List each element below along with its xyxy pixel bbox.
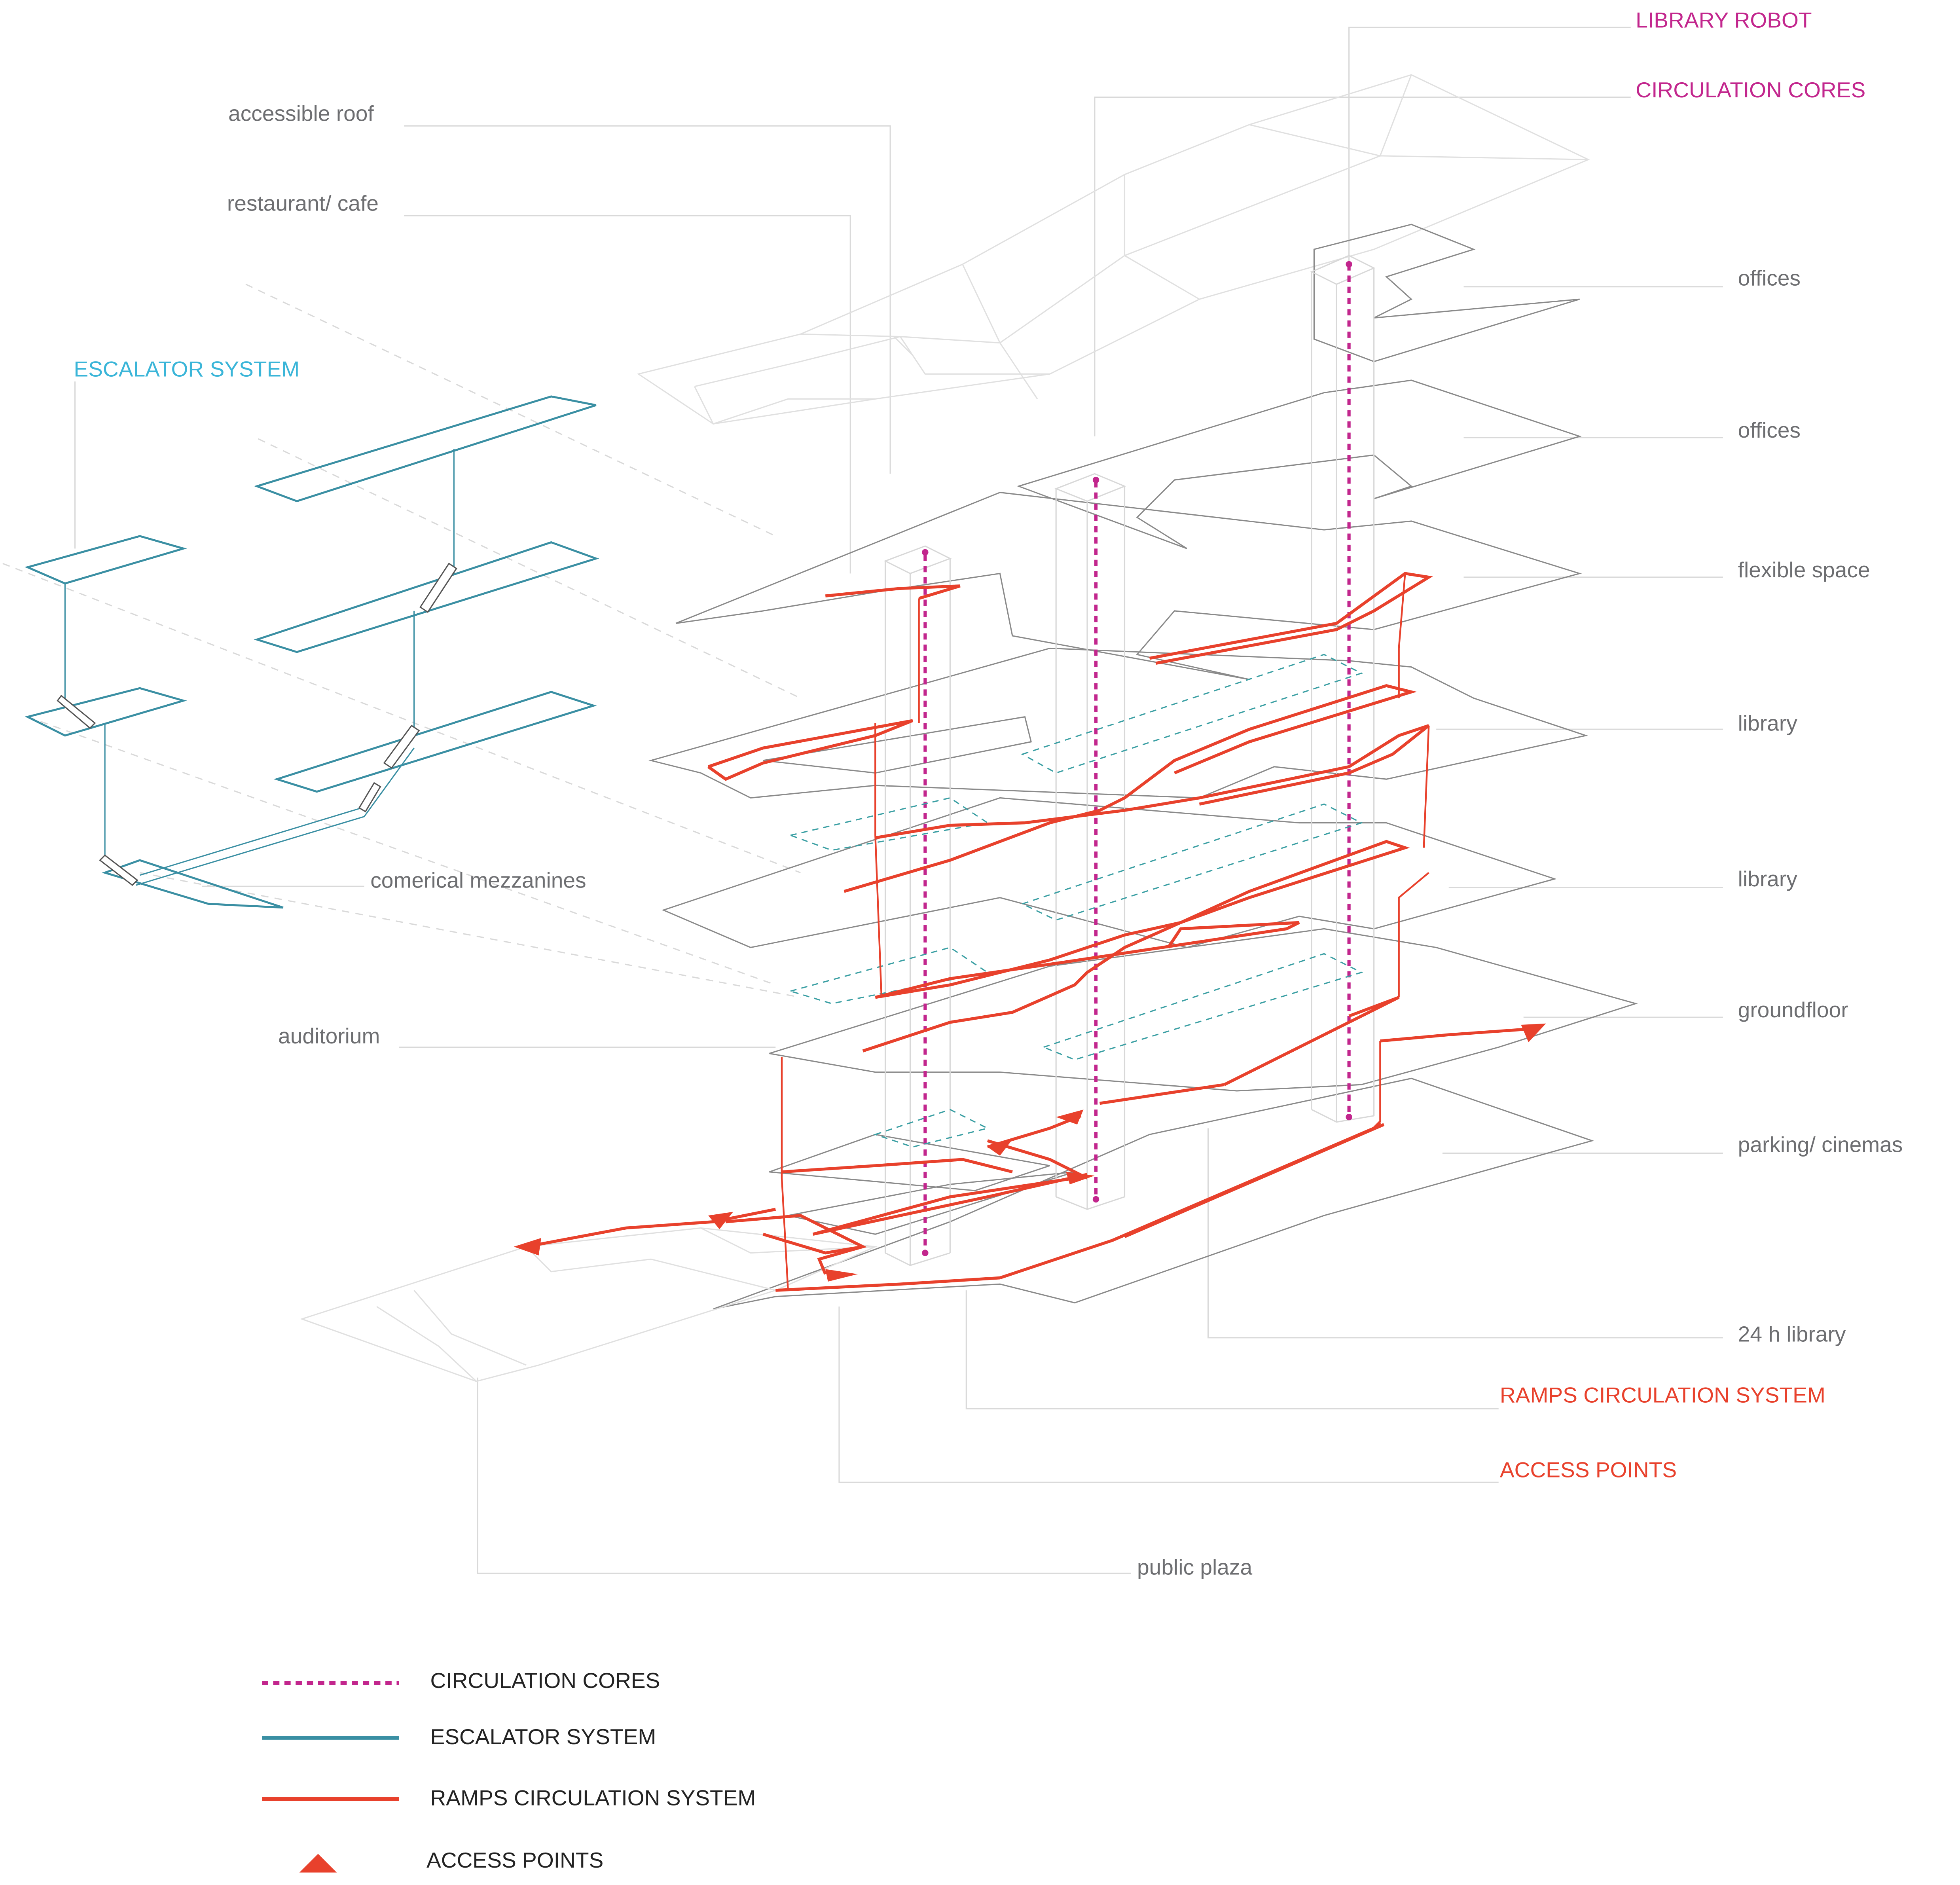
ramps-circulation-system [526,572,1536,1292]
access-point-icon [514,1238,541,1255]
label-restaurant-cafe: restaurant/ cafe [227,191,379,215]
label-flexible-space: flexible space [1738,558,1870,582]
access-points [514,1023,1546,1282]
label-library-lower: library [1738,867,1798,891]
legend-escalator-system-label: ESCALATOR SYSTEM [430,1724,656,1749]
label-parking-cinemas: parking/ cinemas [1738,1132,1903,1157]
mezzanine-zones [788,654,1363,1148]
label-auditorium: auditorium [278,1024,380,1048]
access-point-icon [1056,1109,1084,1125]
public-plaza-geometry [300,1227,878,1382]
label-public-plaza: public plaza [1137,1555,1252,1579]
floor-library-lower [662,797,1557,948]
label-24h-library: 24 h library [1738,1322,1846,1346]
escalator-system [25,395,599,909]
floor-groundfloor [769,928,1638,1092]
access-point-icon [825,1269,858,1282]
floor-library-upper [648,647,1588,799]
floor-offices-lower [1016,379,1582,549]
access-point-icon [708,1212,734,1229]
access-point-icon [1521,1023,1546,1043]
legend-circulation-cores-label: CIRCULATION CORES [430,1668,660,1693]
label-access-points: ACCESS POINTS [1500,1458,1677,1482]
label-groundfloor: groundfloor [1738,997,1848,1022]
circulation-cores [883,255,1376,1266]
label-escalator-system: ESCALATOR SYSTEM [74,357,299,381]
roof-geometry [637,74,1590,425]
label-offices-upper: offices [1738,266,1801,290]
leader-lines [2,27,1723,1574]
floor-offices-upper [1313,224,1580,362]
floor-plates [648,224,1638,1310]
label-offices-lower: offices [1738,418,1801,442]
label-circulation-cores: CIRCULATION CORES [1636,78,1865,102]
legend-access-points-label: ACCESS POINTS [426,1848,603,1872]
floor-parking [713,1077,1594,1310]
access-point-legend-icon [299,1854,337,1873]
legend-ramps-label: RAMPS CIRCULATION SYSTEM [430,1785,756,1810]
label-ramps-circulation-system: RAMPS CIRCULATION SYSTEM [1500,1383,1825,1407]
label-comerical-mezzanines: comerical mezzanines [370,868,586,892]
access-point-icon [987,1139,1012,1156]
legend: CIRCULATION CORES ESCALATOR SYSTEM RAMPS… [262,1668,756,1873]
label-accessible-roof: accessible roof [228,101,374,126]
diagram-labels: LIBRARY ROBOT CIRCULATION CORES accessib… [74,8,1903,1579]
label-library-upper: library [1738,711,1798,735]
access-point-icon [1066,1172,1095,1185]
label-library-robot: LIBRARY ROBOT [1636,8,1812,32]
